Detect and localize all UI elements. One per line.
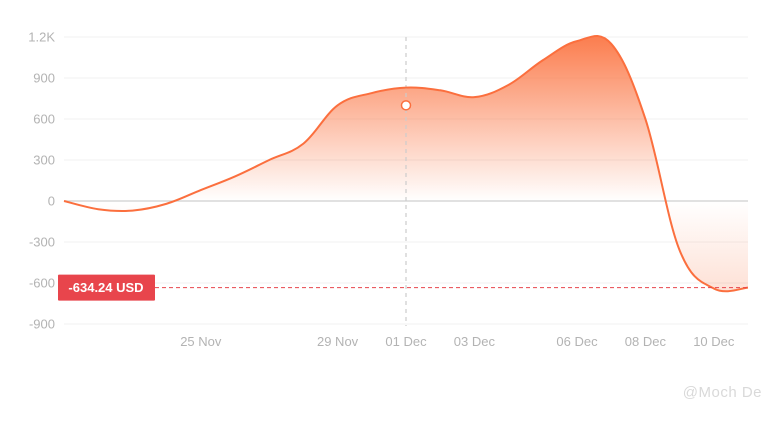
y-tick-label: -600 [29,276,55,291]
y-tick-label: 0 [48,194,55,209]
y-tick-label: 900 [33,71,55,86]
y-tick-label: 1.2K [28,30,55,45]
x-axis: 25 Nov 29 Nov 01 Dec 03 Dec 06 Dec 08 Dec 10 D… [180,334,735,349]
x-tick-label: 08 Dec [625,334,667,349]
x-tick-label: 29 Nov [317,334,359,349]
area-fill-positive [64,36,748,201]
series-line [63,35,749,293]
x-tick-label: 10 Dec [693,334,735,349]
reference-value-badge-bg [58,274,155,301]
y-tick-label: 600 [33,112,55,127]
y-tick-label: -900 [29,317,55,332]
reference-value-badge: -634.24 USD [58,274,155,301]
watermark: @Moch De [682,384,762,401]
hover-point[interactable] [400,100,412,111]
y-axis: 1.2K 900 600 300 0 -300 -600 -900 [28,30,55,332]
x-tick-label: 25 Nov [180,334,222,349]
reference-value-label: -634.24 USD [68,280,143,295]
x-tick-label: 06 Dec [556,334,598,349]
x-tick-label: 01 Dec [385,334,427,349]
y-tick-label: 300 [33,153,55,168]
y-tick-label: -300 [29,235,55,250]
x-tick-label: 03 Dec [454,334,496,349]
